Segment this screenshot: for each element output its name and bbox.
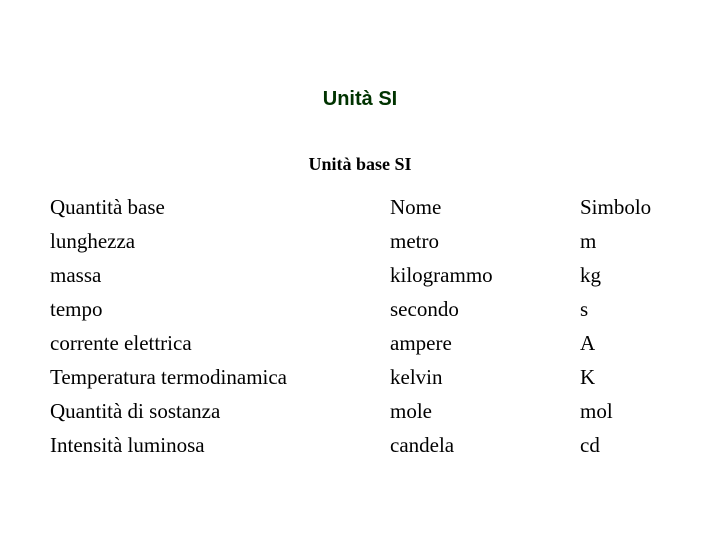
cell-quantity: Intensità luminosa bbox=[50, 433, 390, 458]
col-header-name: Nome bbox=[390, 195, 580, 220]
page-subtitle: Unità base SI bbox=[0, 154, 720, 175]
table-row: Intensità luminosa candela cd bbox=[50, 428, 690, 462]
si-units-table: Quantità base Nome Simbolo lunghezza met… bbox=[50, 190, 690, 462]
cell-symbol: s bbox=[580, 297, 690, 322]
cell-symbol: K bbox=[580, 365, 690, 390]
cell-symbol: kg bbox=[580, 263, 690, 288]
table-header-row: Quantità base Nome Simbolo bbox=[50, 190, 690, 224]
cell-symbol: m bbox=[580, 229, 690, 254]
cell-name: mole bbox=[390, 399, 580, 424]
table-row: tempo secondo s bbox=[50, 292, 690, 326]
cell-symbol: A bbox=[580, 331, 690, 356]
col-header-symbol: Simbolo bbox=[580, 195, 690, 220]
cell-name: kilogrammo bbox=[390, 263, 580, 288]
col-header-quantity: Quantità base bbox=[50, 195, 390, 220]
table-row: massa kilogrammo kg bbox=[50, 258, 690, 292]
cell-quantity: massa bbox=[50, 263, 390, 288]
page-title: Unità SI bbox=[0, 88, 720, 111]
cell-quantity: Quantità di sostanza bbox=[50, 399, 390, 424]
cell-name: secondo bbox=[390, 297, 580, 322]
cell-name: metro bbox=[390, 229, 580, 254]
cell-name: ampere bbox=[390, 331, 580, 356]
table-row: lunghezza metro m bbox=[50, 224, 690, 258]
cell-symbol: cd bbox=[580, 433, 690, 458]
cell-quantity: tempo bbox=[50, 297, 390, 322]
cell-quantity: Temperatura termodinamica bbox=[50, 365, 390, 390]
cell-name: kelvin bbox=[390, 365, 580, 390]
cell-quantity: lunghezza bbox=[50, 229, 390, 254]
cell-name: candela bbox=[390, 433, 580, 458]
cell-symbol: mol bbox=[580, 399, 690, 424]
table-row: Temperatura termodinamica kelvin K bbox=[50, 360, 690, 394]
table-row: Quantità di sostanza mole mol bbox=[50, 394, 690, 428]
cell-quantity: corrente elettrica bbox=[50, 331, 390, 356]
table-row: corrente elettrica ampere A bbox=[50, 326, 690, 360]
